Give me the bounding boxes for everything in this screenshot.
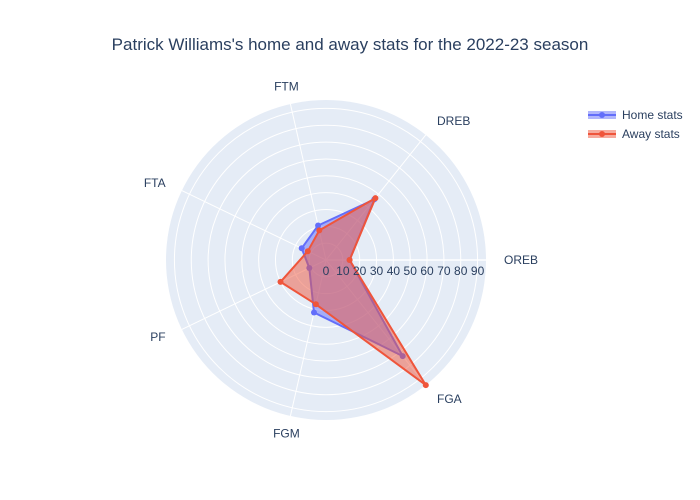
- series-point[interactable]: [312, 301, 319, 308]
- series-point[interactable]: [346, 257, 353, 263]
- radial-tick-label: 90: [471, 264, 485, 278]
- series-area[interactable]: [279, 197, 427, 387]
- radial-tick-label: 0: [323, 264, 330, 278]
- radial-tick-label: 60: [420, 264, 434, 278]
- series-point[interactable]: [372, 195, 379, 202]
- radial-tick-label: 30: [370, 264, 384, 278]
- legend[interactable]: Home stats Away stats: [588, 108, 683, 141]
- radial-tick-label: 50: [404, 264, 418, 278]
- category-label: DREB: [437, 114, 470, 128]
- legend-marker: [599, 112, 605, 118]
- legend-label: Home stats: [622, 108, 683, 122]
- series-layer: [277, 195, 429, 389]
- legend-marker: [599, 131, 605, 137]
- series-point[interactable]: [298, 245, 305, 252]
- series-point[interactable]: [315, 222, 322, 229]
- category-label: FTA: [144, 176, 166, 190]
- chart-title: Patrick Williams's home and away stats f…: [112, 35, 589, 54]
- category-label: FGM: [273, 427, 300, 441]
- category-label: FTM: [274, 80, 299, 94]
- series-point[interactable]: [316, 227, 323, 234]
- category-label: FGA: [437, 392, 462, 406]
- series-point[interactable]: [277, 278, 284, 285]
- legend-label: Away stats: [622, 127, 680, 141]
- radial-tick-label: 40: [387, 264, 401, 278]
- category-label: OREB: [504, 253, 538, 267]
- legend-item[interactable]: Home stats: [588, 108, 683, 122]
- radial-tick-label: 10: [336, 264, 350, 278]
- series-point[interactable]: [422, 382, 429, 389]
- series-point[interactable]: [304, 248, 311, 255]
- series-point[interactable]: [311, 309, 317, 316]
- radial-tick-label: 80: [454, 264, 468, 278]
- radial-tick-label: 70: [437, 264, 451, 278]
- axis-labels: 0 10 20 30 40 50 60 70 80 90 OREB DREB FTM FTA PF FGM FG…: [144, 80, 538, 441]
- radial-tick-label: 20: [353, 264, 367, 278]
- legend-item[interactable]: Away stats: [588, 127, 680, 141]
- category-label: PF: [150, 330, 165, 344]
